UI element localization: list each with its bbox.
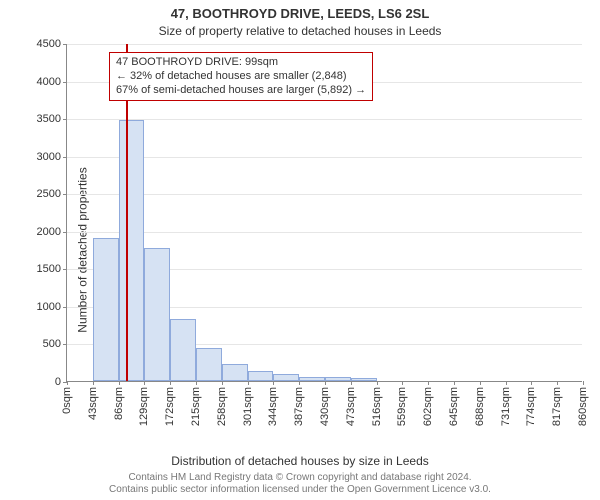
x-tick-label: 215sqm — [190, 385, 202, 426]
histogram-bin — [402, 44, 428, 381]
y-tick-label: 2500 — [37, 188, 67, 200]
chart-title: 47, BOOTHROYD DRIVE, LEEDS, LS6 2SL — [0, 6, 600, 21]
y-tick-label: 1000 — [37, 301, 67, 313]
histogram-bar — [196, 348, 222, 381]
histogram-bin — [506, 44, 532, 381]
histogram-bin — [377, 44, 403, 381]
attribution-line-2: Contains public sector information licen… — [0, 484, 600, 496]
histogram-bar — [248, 371, 274, 381]
plot-area: 0500100015002000250030003500400045000sqm… — [66, 44, 582, 382]
y-tick-label: 3000 — [37, 151, 67, 163]
x-tick-label: 43sqm — [87, 385, 99, 420]
histogram-bar — [273, 374, 299, 381]
x-tick-label: 731sqm — [500, 385, 512, 426]
x-tick-label: 301sqm — [242, 385, 254, 426]
y-tick-label: 500 — [43, 338, 67, 350]
y-tick-label: 4000 — [37, 76, 67, 88]
x-tick-label: 0sqm — [61, 385, 73, 414]
histogram-bar — [222, 364, 248, 381]
x-tick-label: 172sqm — [164, 385, 176, 426]
annotation-box: 47 BOOTHROYD DRIVE: 99sqm ← 32% of detac… — [109, 52, 373, 101]
x-tick-label: 817sqm — [551, 385, 563, 426]
annotation-line-3: 67% of semi-detached houses are larger (… — [116, 84, 366, 98]
histogram-bar — [93, 238, 119, 381]
x-tick-label: 645sqm — [448, 385, 460, 426]
x-tick-label: 387sqm — [293, 385, 305, 426]
y-tick-label: 4500 — [37, 38, 67, 50]
histogram-bar — [170, 319, 196, 381]
histogram-bin — [531, 44, 557, 381]
x-tick-label: 129sqm — [138, 385, 150, 426]
histogram-bar — [144, 248, 170, 381]
attribution: Contains HM Land Registry data © Crown c… — [0, 472, 600, 496]
histogram-bin — [428, 44, 454, 381]
x-tick-label: 258sqm — [216, 385, 228, 426]
y-tick-label: 1500 — [37, 263, 67, 275]
x-axis-label: Distribution of detached houses by size … — [0, 454, 600, 468]
x-tick-label: 774sqm — [525, 385, 537, 426]
y-tick-label: 2000 — [37, 226, 67, 238]
histogram-bar — [325, 377, 351, 381]
histogram-bar — [119, 120, 145, 381]
histogram-bin — [557, 44, 583, 381]
histogram-bar — [299, 377, 325, 382]
histogram-bin — [67, 44, 93, 381]
chart-subtitle: Size of property relative to detached ho… — [0, 24, 600, 38]
annotation-line-2: ← 32% of detached houses are smaller (2,… — [116, 70, 366, 84]
x-tick-label: 516sqm — [371, 385, 383, 426]
chart-container: { "title": "47, BOOTHROYD DRIVE, LEEDS, … — [0, 0, 600, 500]
x-tick-label: 430sqm — [319, 385, 331, 426]
x-tick-label: 344sqm — [267, 385, 279, 426]
x-tick-label: 688sqm — [474, 385, 486, 426]
x-tick-label: 559sqm — [396, 385, 408, 426]
histogram-bin — [480, 44, 506, 381]
histogram-bar — [351, 378, 377, 381]
x-tick-label: 602sqm — [422, 385, 434, 426]
y-tick-label: 3500 — [37, 113, 67, 125]
x-tick-label: 860sqm — [577, 385, 589, 426]
histogram-bin — [454, 44, 480, 381]
x-tick-label: 473sqm — [345, 385, 357, 426]
attribution-line-1: Contains HM Land Registry data © Crown c… — [0, 472, 600, 484]
x-tick-label: 86sqm — [113, 385, 125, 420]
annotation-line-1: 47 BOOTHROYD DRIVE: 99sqm — [116, 56, 366, 70]
